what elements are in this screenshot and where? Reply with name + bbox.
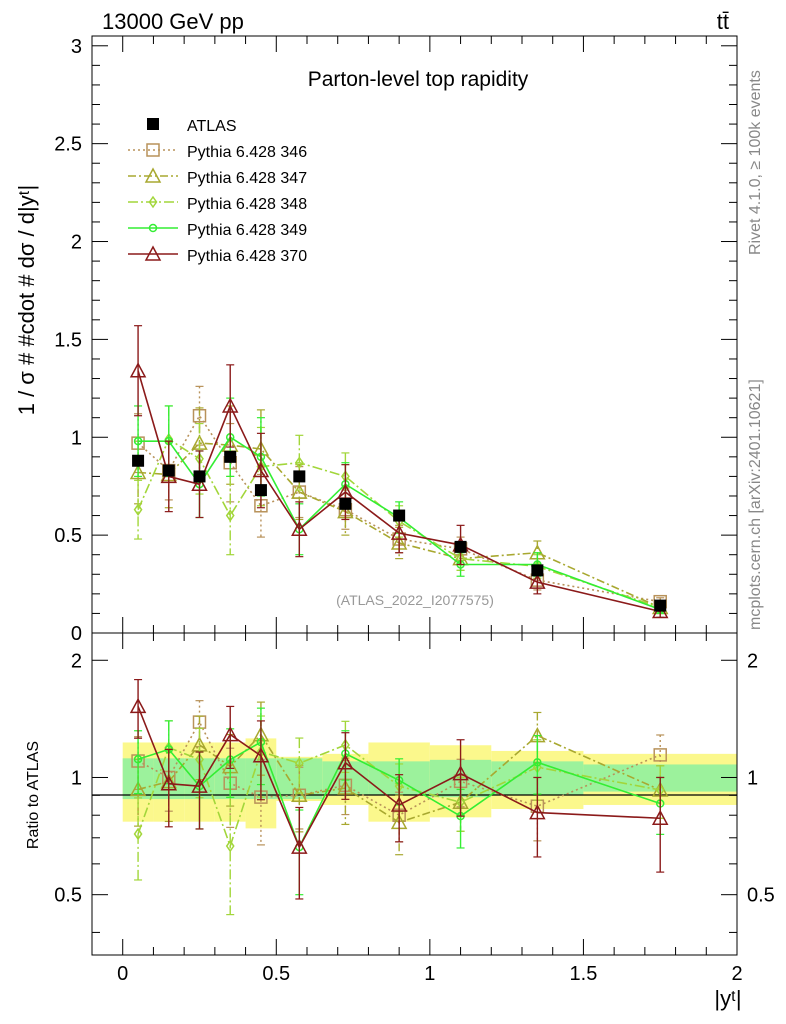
y-tick-label: 0 xyxy=(71,623,82,645)
y-tick-label: 1.5 xyxy=(54,329,82,351)
ratio-y-tick-label: 0.5 xyxy=(54,885,82,907)
series-5-point xyxy=(129,362,147,378)
series-2-ratio-point xyxy=(291,786,308,803)
series-4-point xyxy=(133,436,143,446)
main-plot-panel: 00.511.522.53 Parton-level top rapidity … xyxy=(14,35,738,645)
legend-label-1: Pythia 6.428 346 xyxy=(187,144,307,161)
process-label: tt̄ xyxy=(717,9,729,34)
x-tick-label: 1 xyxy=(424,963,435,985)
x-axis-label: |yᵗ| xyxy=(714,986,741,1011)
legend-label-atlas: ATLAS xyxy=(187,118,237,135)
series-5-ratio-point xyxy=(160,775,178,791)
series-5-ratio-point xyxy=(191,777,208,793)
legend: ATLAS Pythia 6.428 346 Pythia 6.428 347 Pyt… xyxy=(128,118,307,265)
series-5-ratio-point xyxy=(252,747,270,763)
ratio-y-tick-label-right: 0.5 xyxy=(747,885,775,907)
analysis-watermark: (ATLAS_2022_I2077575) xyxy=(336,592,494,608)
series-5-point xyxy=(390,524,408,540)
series-3-ratio-point xyxy=(294,756,304,770)
series-5-main xyxy=(129,325,669,619)
ratio-axis-label: Ratio to ATLAS xyxy=(25,741,42,849)
series-5-ratio-point xyxy=(291,838,308,854)
ratio-plot-panel: 0.5 0.5 1 1 2 2 Ratio to ATLAS 0 0.5 1 1.5 2 |yᵗ| xyxy=(25,632,775,1011)
legend-label-5: Pythia 6.428 370 xyxy=(187,248,307,265)
series-5-point xyxy=(191,475,208,491)
series-5-ratio-point xyxy=(337,754,354,770)
y-tick-label: 0.5 xyxy=(54,525,82,547)
legend-marker-2 xyxy=(144,167,162,183)
ratio-y-tick-label: 2 xyxy=(71,650,82,672)
atlas-point xyxy=(132,454,145,467)
y-tick-label: 2.5 xyxy=(54,134,82,156)
atlas-point xyxy=(254,484,267,497)
series-2-point xyxy=(291,483,308,499)
series-5-ratio-point xyxy=(221,725,239,742)
atlas-point xyxy=(339,497,352,510)
side-label-site: mcplots.cern.ch [arXiv:2401.10621] xyxy=(747,379,764,630)
series-5-ratio-point xyxy=(452,765,469,781)
series-3-ratio-point xyxy=(133,827,143,841)
legend-label-2: Pythia 6.428 347 xyxy=(187,170,307,187)
atlas-point xyxy=(293,470,306,483)
legend-label-3: Pythia 6.428 348 xyxy=(187,196,307,213)
series-5-ratio-point xyxy=(129,697,147,714)
series-1-ratio-point xyxy=(653,748,667,762)
y-axis-label: 1 / σ # #cdot # dσ / d|yᵗ| xyxy=(14,185,39,416)
legend-label-4: Pythia 6.428 349 xyxy=(187,222,307,239)
series-4-main xyxy=(133,397,665,615)
series-2-ratio-point xyxy=(129,780,147,797)
series-5-ratio-point xyxy=(529,804,546,820)
y-tick-label: 2 xyxy=(71,232,82,254)
legend-marker-atlas xyxy=(147,118,159,130)
series-5-point xyxy=(529,573,546,589)
energy-label: 13000 GeV pp xyxy=(102,9,244,34)
legend-marker-4 xyxy=(148,223,158,233)
series-3-ratio-point xyxy=(225,839,235,853)
y-tick-label: 3 xyxy=(71,36,82,58)
x-tick-label: 0.5 xyxy=(262,963,290,985)
series-2-point xyxy=(129,463,147,480)
series-3-point xyxy=(294,456,304,470)
chart-title: Parton-level top rapidity xyxy=(308,68,529,91)
atlas-point xyxy=(654,599,667,612)
y-tick-label: 1 xyxy=(71,427,82,449)
atlas-point xyxy=(162,464,175,477)
series-4-ratio-point xyxy=(533,758,542,767)
legend-marker-3 xyxy=(148,195,158,209)
series-5-ratio-point xyxy=(651,809,669,826)
atlas-point xyxy=(224,450,237,463)
series-5-point xyxy=(291,520,308,537)
atlas-point xyxy=(454,540,467,553)
series-5-point xyxy=(221,397,239,413)
atlas-data xyxy=(132,450,667,612)
atlas-point xyxy=(193,470,206,483)
series-5-ratio-point xyxy=(390,796,408,812)
series-4-ratio-point xyxy=(133,755,143,764)
side-label-rivet: Rivet 4.1.0, ≥ 100k events xyxy=(747,70,764,255)
series-5-ratio xyxy=(129,678,669,900)
ratio-y-tick-label: 1 xyxy=(71,767,82,789)
ratio-plot-frame xyxy=(91,632,738,956)
atlas-point xyxy=(531,564,544,577)
legend-marker-5 xyxy=(144,245,162,261)
x-tick-label: 0 xyxy=(117,963,128,985)
ratio-y-tick-label-right: 2 xyxy=(747,650,758,672)
atlas-point xyxy=(393,509,406,522)
legend-marker-1 xyxy=(146,143,160,157)
x-tick-label: 2 xyxy=(731,963,742,985)
x-tick-label: 1.5 xyxy=(570,963,598,985)
series-5-point xyxy=(252,461,270,478)
series-3-point xyxy=(133,503,143,516)
ratio-y-tick-label-right: 1 xyxy=(747,767,758,789)
series-3-point xyxy=(225,509,235,522)
